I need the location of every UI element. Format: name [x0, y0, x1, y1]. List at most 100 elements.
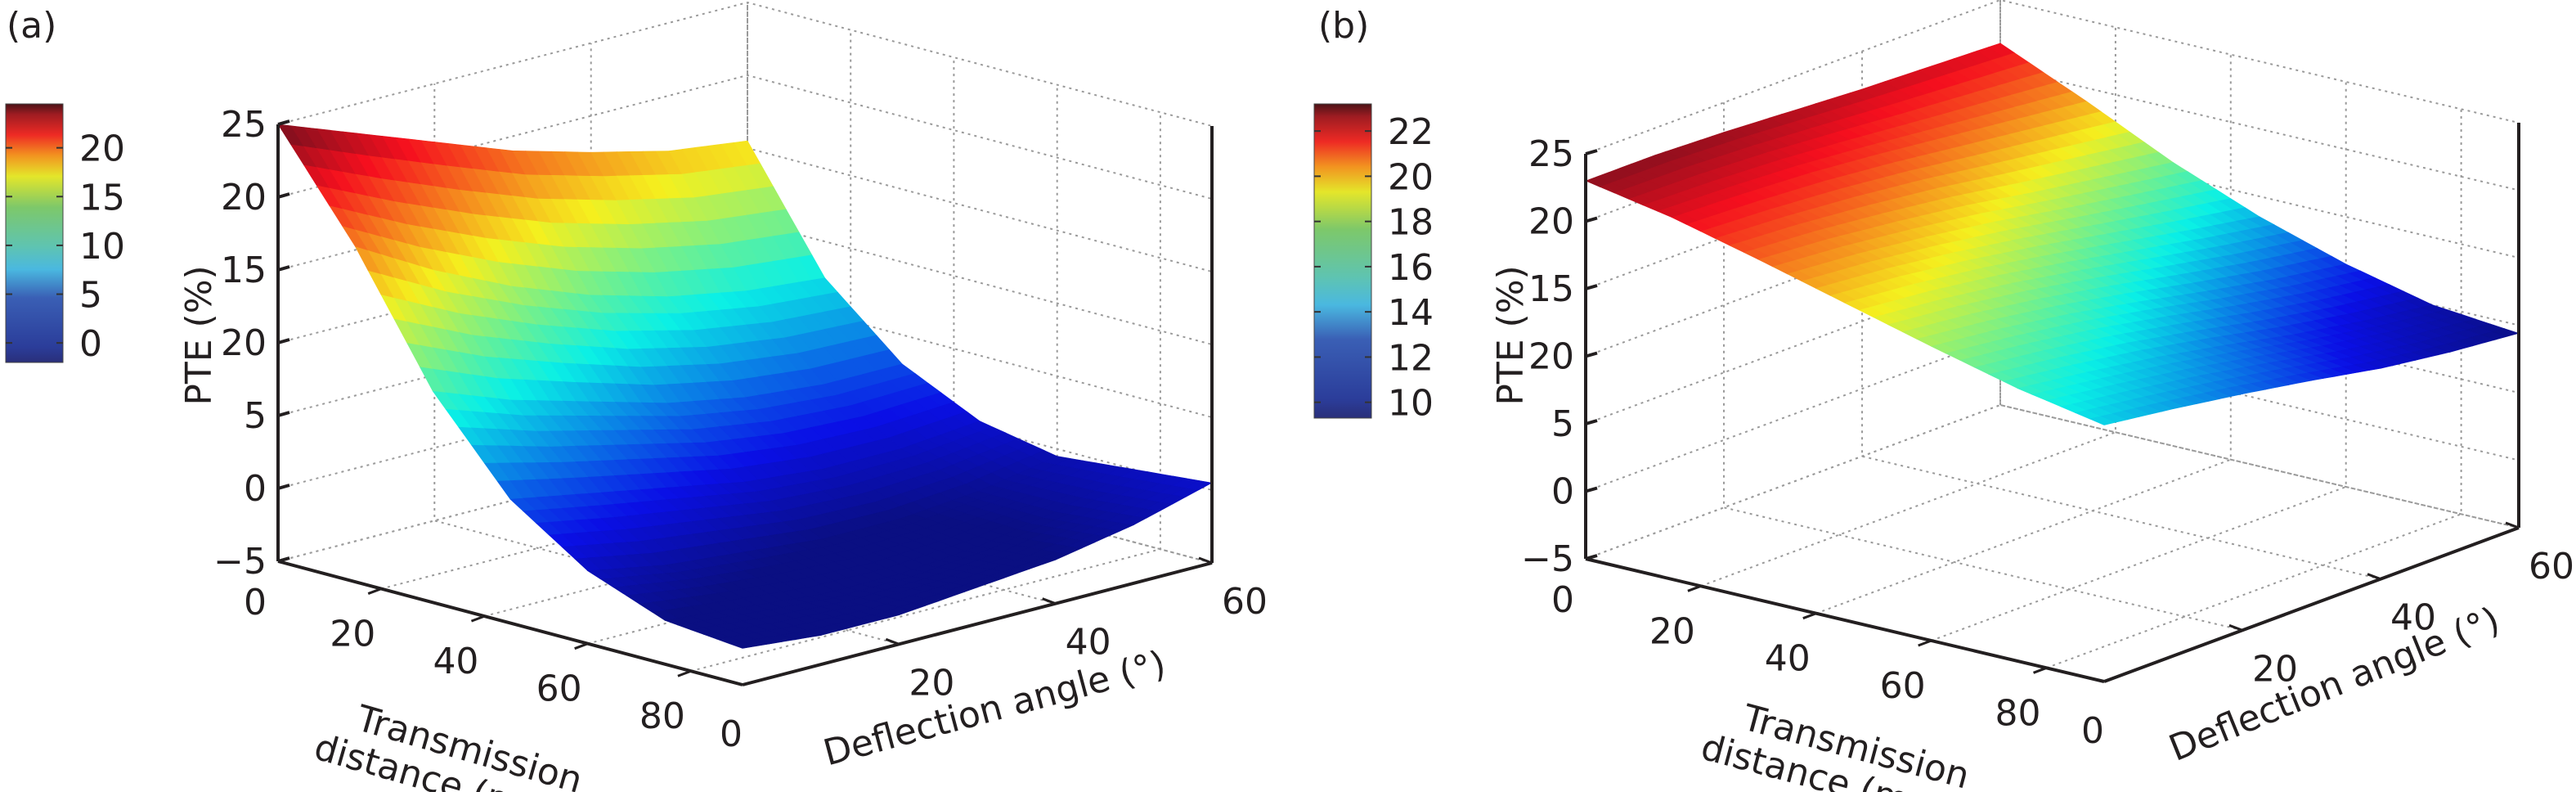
colorbar-tick-label: 0 [79, 323, 102, 365]
y-tick [1198, 556, 1213, 565]
x-tick-label: 20 [1649, 610, 1695, 652]
z-tick [277, 119, 290, 126]
colorbar-tick-label: 12 [1388, 337, 1434, 379]
z-tick-label: 5 [244, 395, 267, 437]
x-tick-label: 0 [244, 582, 267, 623]
colorbar-tick-label: 15 [79, 177, 125, 218]
x-tick-label: 40 [433, 641, 478, 682]
z-tick [277, 192, 290, 199]
x-tick [470, 614, 485, 623]
z-tick-label: −5 [1521, 538, 1574, 580]
x-tick-label: 20 [330, 614, 375, 655]
x-axis-label: Transmissiondistance (mm) [1697, 688, 1974, 792]
z-tick-label: −5 [213, 541, 267, 583]
z-tick [1585, 486, 1598, 493]
z-ticks: 25 20 15 20 5 0 −5 [1521, 133, 1598, 580]
x-tick [1802, 612, 1817, 620]
y-axis-line [742, 561, 1213, 686]
colorbar-tick-label: 14 [1388, 292, 1434, 334]
z-tick [277, 484, 290, 490]
y-ticks: 0 20 40 60 [2081, 521, 2574, 752]
surface [1585, 43, 2520, 425]
z-tick [1585, 554, 1598, 560]
panel-label-b: (b) [1318, 5, 1369, 47]
colorbar-a: 20 15 10 5 0 [5, 103, 125, 365]
x-tick [1687, 584, 1702, 592]
z-tick [277, 338, 290, 344]
colorbar-tick-label: 10 [79, 226, 125, 268]
y-tick-label: 40 [2390, 597, 2436, 639]
gridline-z [1585, 403, 2520, 560]
y-tick-label: 40 [1066, 622, 1111, 664]
gridline-y [1999, 0, 2520, 529]
z-tick [277, 556, 290, 563]
colorbar-b-gradient [1313, 103, 1372, 419]
y-tick [885, 637, 900, 646]
x-tick [574, 642, 589, 650]
x-tick-label: 60 [1880, 665, 1926, 707]
y-axis-label: Deflection angle (°) [2163, 599, 2505, 770]
y-tick [2505, 521, 2520, 529]
y-axis-label: Deflection angle (°) [819, 643, 1170, 775]
z-tick-label: 5 [1551, 403, 1574, 445]
y-tick-label: 0 [720, 713, 743, 755]
colorbar-tick-label: 18 [1388, 202, 1434, 244]
z-tick [1585, 284, 1598, 290]
colorbar-tick-label: 20 [79, 128, 125, 170]
z-tick-label: 20 [1528, 336, 1574, 378]
y-tick [2367, 573, 2381, 581]
gridline-y [1861, 51, 2381, 580]
x-tick-label: 0 [1551, 579, 1574, 621]
y-ticks: 0 20 40 60 [720, 556, 1268, 755]
x-tick-label: 80 [1995, 692, 2041, 734]
gridline-y [1723, 102, 2243, 632]
y-tick-label: 0 [2081, 710, 2104, 752]
z-tick [277, 265, 290, 272]
y-tick [2228, 623, 2243, 632]
colorbar-tick-label: 22 [1388, 111, 1434, 153]
x-axis-line [1585, 557, 2105, 683]
x-tick-label: 80 [640, 695, 685, 737]
z-tick-label: 0 [244, 468, 267, 510]
x-tick [677, 669, 692, 677]
x-tick [367, 587, 382, 595]
z-tick-label: 20 [221, 322, 267, 364]
gridline-z [277, 1, 1213, 127]
colorbar-tick-label: 20 [1388, 156, 1434, 198]
colorbar-a-ticks: 20 15 10 5 0 [6, 128, 125, 365]
z-tick-label: 15 [1528, 268, 1574, 310]
x-tick [2033, 666, 2048, 674]
colorbar-tick-label: 5 [79, 275, 102, 317]
z-tick [1585, 149, 1598, 155]
colorbar-a-gradient [5, 103, 64, 363]
x-tick-label: 60 [536, 668, 582, 710]
surface [277, 124, 1213, 649]
y-tick [1042, 597, 1057, 605]
z-tick [1585, 216, 1598, 223]
z-tick-label: 20 [1528, 201, 1574, 243]
x-axis-line [277, 560, 743, 686]
y-tick-label: 20 [909, 662, 954, 704]
x-ticks: 0 20 40 60 80 [244, 582, 692, 737]
colorbar-tick-label: 10 [1388, 383, 1434, 425]
x-tick-label: 40 [1765, 638, 1811, 680]
y-tick-label: 20 [2252, 648, 2298, 690]
z-tick [1585, 419, 1598, 425]
z-ticks: 25 20 15 20 5 0 −5 [213, 104, 290, 583]
z-tick-label: 20 [221, 177, 267, 218]
panel-label-a: (a) [7, 5, 56, 47]
x-ticks: 0 20 40 60 80 [1551, 579, 2048, 734]
y-tick-label: 60 [2529, 546, 2574, 587]
z-tick-label: 0 [1551, 471, 1574, 513]
z-axis-label: PTE (%) [178, 265, 220, 405]
y-tick-label: 60 [1222, 581, 1268, 623]
z-tick-label: 25 [221, 104, 267, 146]
colorbar-tick-label: 16 [1388, 247, 1434, 289]
